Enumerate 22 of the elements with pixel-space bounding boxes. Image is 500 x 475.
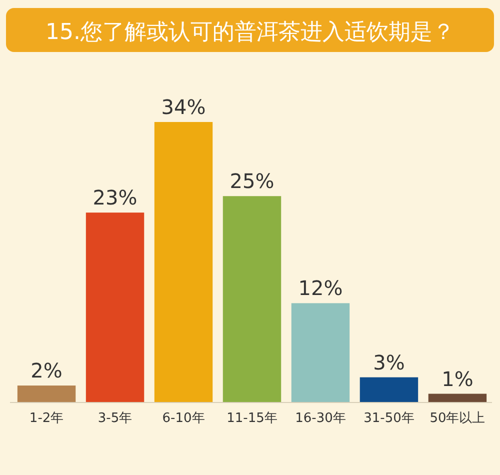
x-tick-label: 50年以上 (430, 410, 486, 426)
data-label: 3% (373, 350, 405, 374)
x-tick-label: 1-2年 (29, 410, 64, 426)
bar (428, 394, 487, 402)
bar (17, 386, 76, 402)
bar (291, 303, 350, 402)
x-tick-label: 6-10年 (162, 410, 205, 426)
x-tick-label: 31-50年 (364, 410, 414, 426)
x-tick-label: 3-5年 (98, 410, 132, 426)
data-label: 12% (298, 276, 343, 300)
x-tick-label: 11-15年 (226, 410, 278, 426)
bar (154, 122, 213, 402)
bar (360, 377, 418, 402)
chart-title: 15.您了解或认可的普洱茶进入适饮期是？ (46, 20, 454, 45)
data-label: 34% (161, 95, 206, 119)
data-label: 25% (230, 169, 274, 194)
bar (86, 212, 144, 402)
bar (222, 196, 282, 402)
data-label: 23% (92, 186, 138, 210)
x-tick-label: 16-30年 (295, 410, 346, 426)
data-label: 1% (442, 366, 474, 391)
data-label: 2% (30, 358, 62, 383)
